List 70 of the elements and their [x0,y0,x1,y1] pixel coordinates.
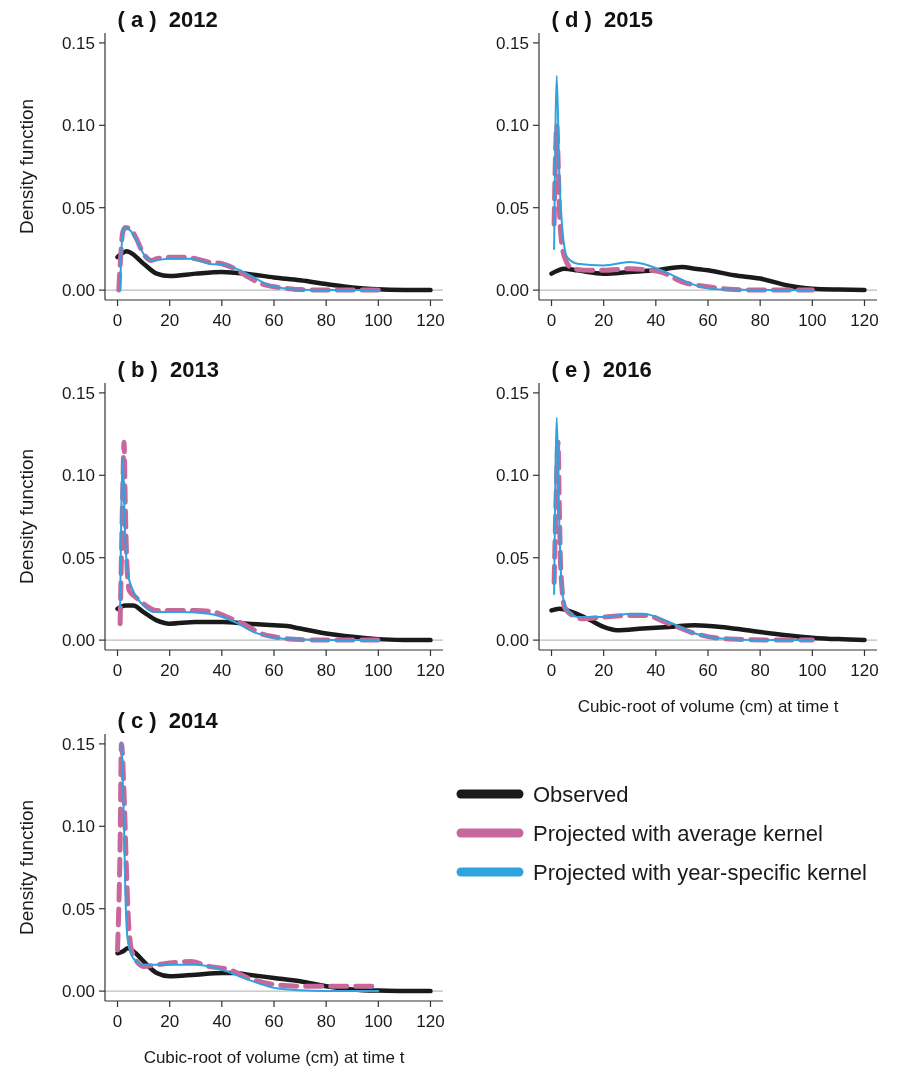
legend-label: Projected with average kernel [533,820,823,846]
y-tick-label: 0.00 [61,281,95,301]
x-tick-label: 20 [594,661,614,680]
x-tick-label: 120 [850,311,879,330]
y-axis-title: Density function [16,448,37,585]
y-tick-label: 0.05 [61,548,95,568]
x-tick-label: 40 [646,311,666,330]
y-tick-label: 0.05 [61,899,95,919]
chart-title: ( b ) 2013 [117,357,219,382]
x-tick-label: 100 [364,1012,393,1031]
y-tick-label: 0.15 [495,383,529,403]
x-tick-label: 100 [798,661,827,680]
x-tick-label: 20 [160,1012,180,1031]
x-tick-label: 60 [264,661,284,680]
x-tick-label: 0 [112,311,123,330]
chart-title: ( a ) 2012 [117,7,218,32]
x-tick-label: 0 [546,661,557,680]
x-tick-label: 20 [160,661,180,680]
chart-title: ( d ) 2015 [551,7,653,32]
x-tick-label: 20 [594,311,614,330]
x-tick-label: 60 [264,1012,284,1031]
y-tick-label: 0.10 [495,466,529,486]
x-tick-label: 40 [212,311,232,330]
chart-title: ( c ) 2014 [117,708,219,733]
line-series [553,74,814,292]
x-tick-label: 80 [316,1012,336,1031]
x-tick-label: 40 [646,661,666,680]
y-tick-label: 0.15 [61,33,95,53]
y-tick-label: 0.10 [61,817,95,837]
y-tick-label: 0.05 [495,548,529,568]
line-series [549,606,867,643]
y-tick-label: 0.05 [61,198,95,218]
x-tick-label: 100 [364,311,393,330]
y-tick-label: 0.05 [495,198,529,218]
y-tick-label: 0.00 [61,631,95,651]
y-tick-label: 0.00 [495,281,529,301]
x-tick-label: 80 [316,661,336,680]
y-tick-label: 0.15 [61,734,95,754]
x-tick-label: 40 [212,1012,232,1031]
y-tick-label: 0.15 [495,33,529,53]
legend-label: Observed [533,781,629,807]
y-tick-label: 0.00 [61,982,95,1002]
x-tick-label: 0 [112,661,123,680]
x-tick-label: 40 [212,661,232,680]
x-axis-title: Cubic-root of volume (cm) at time t [577,697,839,716]
y-axis-title: Density function [16,98,37,235]
x-tick-label: 60 [698,661,718,680]
chart-title: ( e ) 2016 [551,357,652,382]
y-tick-label: 0.15 [61,383,95,403]
x-tick-label: 80 [750,311,770,330]
y-tick-label: 0.10 [495,116,529,136]
y-tick-label: 0.10 [61,466,95,486]
x-tick-label: 60 [264,311,284,330]
x-tick-label: 120 [416,1012,445,1031]
y-tick-label: 0.00 [495,631,529,651]
y-axis-title: Density function [16,799,37,936]
x-tick-label: 80 [316,311,336,330]
x-tick-label: 0 [546,311,557,330]
legend-label: Projected with year-specific kernel [533,859,867,885]
x-axis-title: Cubic-root of volume (cm) at time t [143,1048,405,1067]
x-tick-label: 60 [698,311,718,330]
x-tick-label: 120 [416,661,445,680]
x-tick-label: 120 [416,311,445,330]
x-tick-label: 20 [160,311,180,330]
x-tick-label: 100 [798,311,827,330]
x-tick-label: 120 [850,661,879,680]
x-tick-label: 80 [750,661,770,680]
y-tick-label: 0.10 [61,116,95,136]
x-tick-label: 0 [112,1012,123,1031]
x-tick-label: 100 [364,661,393,680]
